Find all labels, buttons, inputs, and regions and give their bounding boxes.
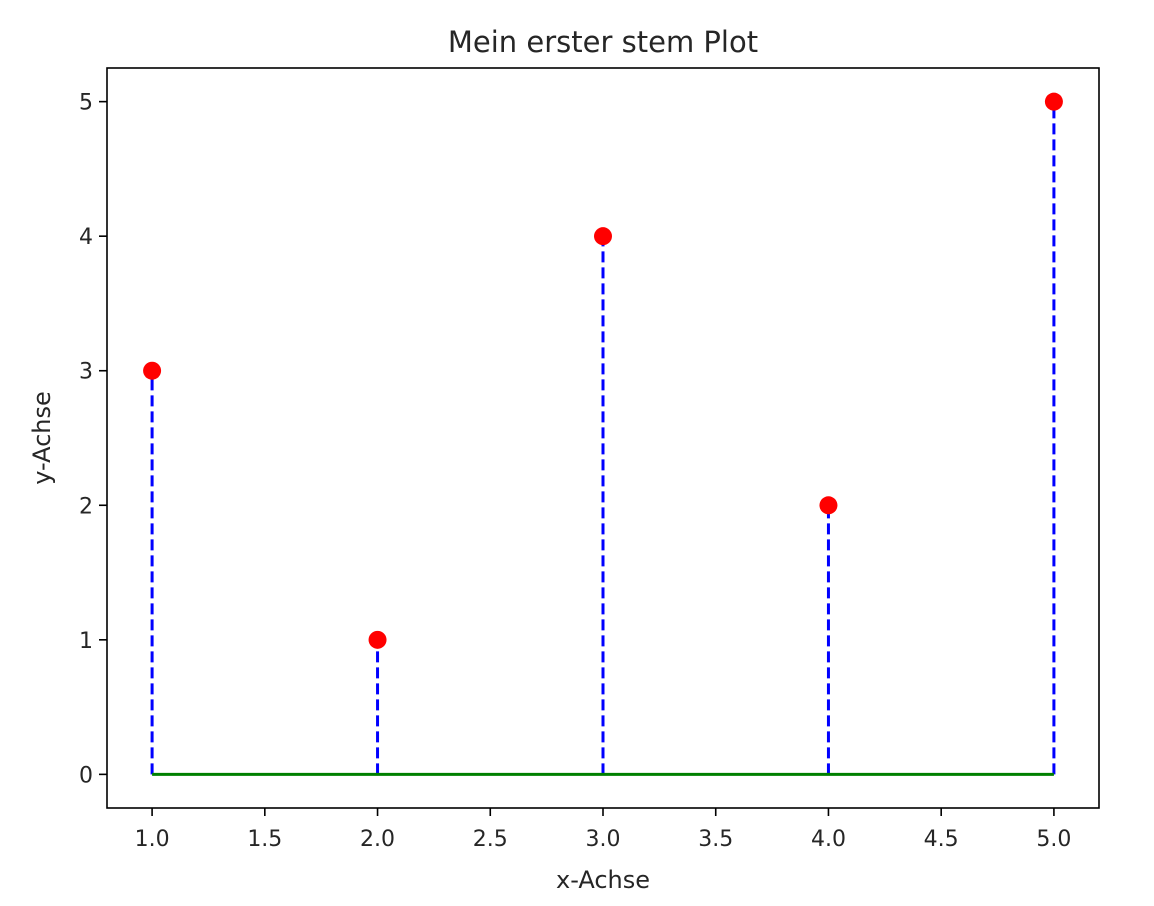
data-point-marker	[819, 496, 838, 515]
chart-title: Mein erster stem Plot	[448, 25, 758, 59]
x-tick-label: 1.0	[135, 827, 170, 852]
x-tick-label: 4.0	[811, 827, 846, 852]
y-tick-label: 2	[79, 494, 93, 519]
x-tick-label: 2.0	[360, 827, 395, 852]
plot-area	[143, 92, 1063, 776]
y-axis-ticks: 0 1 2 3 4 5	[79, 91, 107, 788]
y-tick-label: 1	[79, 629, 93, 654]
x-axis-label: x-Achse	[556, 866, 650, 894]
y-tick-label: 5	[79, 91, 93, 116]
x-tick-label: 4.5	[924, 827, 959, 852]
data-point-marker	[143, 361, 162, 380]
x-tick-label: 1.5	[247, 827, 282, 852]
data-point-marker	[368, 630, 387, 649]
x-tick-label: 5.0	[1036, 827, 1071, 852]
data-point-marker	[594, 227, 612, 246]
y-axis-label: y-Achse	[28, 391, 56, 485]
x-tick-label: 3.5	[698, 827, 733, 852]
data-point-marker	[1044, 92, 1063, 111]
x-axis-ticks: 1.0 1.5 2.0 2.5 3.0 3.5 4.0 4.5 5.0	[135, 808, 1071, 852]
x-tick-label: 2.5	[473, 827, 508, 852]
y-tick-label: 4	[79, 225, 93, 250]
x-tick-label: 3.0	[586, 827, 621, 852]
y-tick-label: 0	[79, 763, 93, 788]
y-tick-label: 3	[79, 360, 93, 385]
